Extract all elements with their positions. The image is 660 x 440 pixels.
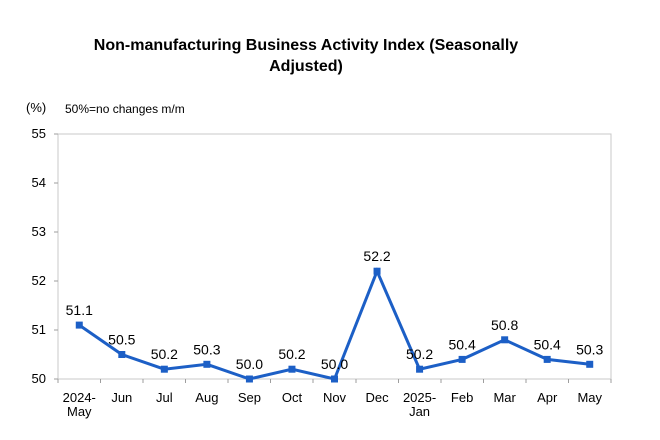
chart-title-line1: Non-manufacturing Business Activity Inde… bbox=[93, 37, 519, 54]
data-point-label: 50.0 bbox=[236, 356, 263, 372]
x-tick-label-line: Oct bbox=[281, 390, 303, 405]
data-point-marker bbox=[501, 336, 509, 344]
y-tick-label: 51 bbox=[31, 322, 46, 337]
data-point-label: 50.3 bbox=[576, 341, 603, 357]
data-point-label: 52.2 bbox=[363, 248, 390, 264]
y-tick-label: 55 bbox=[31, 126, 46, 141]
data-point-label: 50.4 bbox=[448, 336, 475, 352]
data-point-marker bbox=[203, 360, 211, 368]
x-tick-label: Sep bbox=[226, 391, 272, 405]
x-tick-label: Jul bbox=[141, 391, 187, 405]
chart-title: Non-manufacturing Business Activity Inde… bbox=[75, 35, 537, 77]
data-point-marker bbox=[543, 355, 551, 363]
data-point-marker bbox=[458, 355, 466, 363]
data-point-label: 50.2 bbox=[151, 346, 178, 362]
x-tick-label-line: Dec bbox=[365, 390, 389, 405]
x-tick-label: Nov bbox=[312, 391, 358, 405]
data-point-label: 50.3 bbox=[193, 341, 220, 357]
data-point-marker bbox=[245, 375, 253, 383]
data-point-marker bbox=[416, 365, 424, 373]
data-point-label: 50.2 bbox=[278, 346, 305, 362]
y-axis-unit-label: (%) bbox=[26, 100, 47, 115]
chart-subtitle: 50%=no changes m/m bbox=[65, 102, 185, 116]
data-point-marker bbox=[586, 360, 594, 368]
x-tick-label: Aug bbox=[184, 391, 230, 405]
data-point-label: 50.4 bbox=[534, 336, 561, 352]
y-tick-label: 52 bbox=[31, 273, 46, 288]
data-point-marker bbox=[75, 321, 83, 329]
x-tick-label-line: May bbox=[577, 390, 602, 405]
x-tick-label-line: Jan bbox=[409, 404, 431, 419]
x-tick-label-line: Aug bbox=[195, 390, 219, 405]
data-point-marker bbox=[331, 375, 338, 383]
x-tick-label: 2025- Jan bbox=[397, 391, 443, 419]
x-tick-label: 2024- May bbox=[56, 391, 102, 419]
x-tick-label-line: 2025- bbox=[402, 390, 437, 405]
data-point-marker bbox=[118, 351, 126, 358]
x-tick-label-line: Mar bbox=[493, 390, 516, 405]
y-tick-label: 50 bbox=[31, 371, 46, 386]
data-point-label: 50.5 bbox=[108, 332, 135, 348]
y-tick-label: 53 bbox=[31, 224, 46, 239]
x-tick-label-line: May bbox=[66, 404, 92, 419]
x-tick-label-line: Apr bbox=[537, 390, 558, 405]
x-tick-label-line: Sep bbox=[237, 390, 261, 405]
x-tick-label-line: Nov bbox=[322, 390, 347, 405]
plot-border bbox=[57, 133, 612, 380]
x-tick-label-line: 2024- bbox=[62, 390, 96, 405]
plot-area: 51.1 50.5 50.2 50.3 50.0 50.2 50.0 52.2 50.2 50.4… bbox=[54, 133, 612, 383]
data-point-label: 51.1 bbox=[66, 302, 93, 318]
x-tick-label: Mar bbox=[482, 391, 528, 405]
y-tick-label: 54 bbox=[31, 175, 46, 190]
x-tick-label-line: Jun bbox=[111, 390, 133, 405]
x-tick-label: Feb bbox=[439, 391, 485, 405]
x-tick-label-line: Feb bbox=[450, 390, 474, 405]
x-tick-label: Jun bbox=[99, 391, 145, 405]
x-tick-label: May bbox=[567, 391, 613, 405]
data-point-label: 50.2 bbox=[406, 346, 433, 362]
data-point-label: 50.8 bbox=[491, 317, 518, 333]
x-tick-label: Oct bbox=[269, 391, 315, 405]
data-point-marker bbox=[160, 365, 168, 373]
x-tick-label-line: Jul bbox=[156, 390, 173, 405]
data-point-label: 50.0 bbox=[321, 356, 348, 372]
x-tick-label: Dec bbox=[354, 391, 400, 405]
data-point-marker bbox=[373, 267, 381, 275]
data-point-marker bbox=[288, 365, 296, 373]
x-tick-label: Apr bbox=[524, 391, 570, 405]
chart-title-line2: Adjusted) bbox=[269, 58, 343, 75]
